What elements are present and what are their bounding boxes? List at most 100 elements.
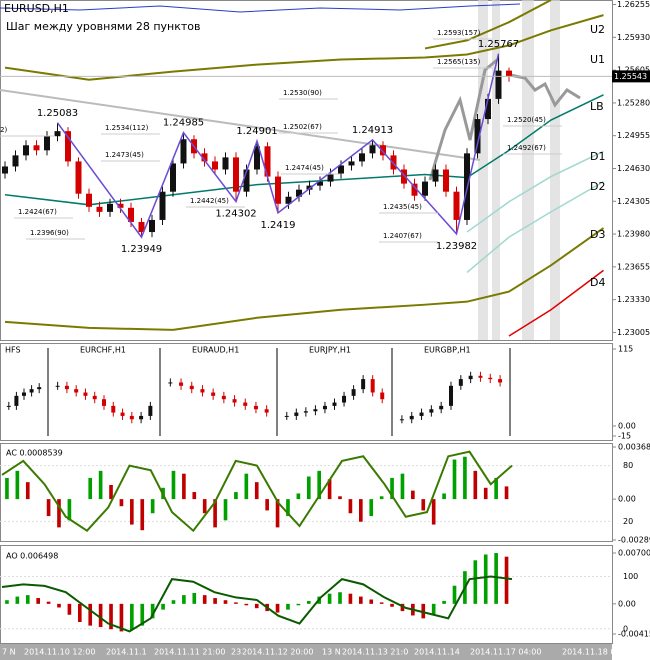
histogram-bar bbox=[5, 477, 9, 500]
histogram-bar bbox=[473, 560, 478, 604]
mini-candle bbox=[284, 415, 289, 417]
candle-body bbox=[33, 145, 40, 151]
candle-body bbox=[369, 145, 376, 154]
candle-body bbox=[149, 219, 155, 233]
histogram-bar bbox=[275, 499, 280, 528]
y-tick-label: 1.23330 bbox=[617, 295, 650, 304]
candle-body bbox=[506, 70, 512, 77]
band-line bbox=[466, 150, 604, 233]
histogram-bar bbox=[327, 479, 332, 500]
y-tick-label: -0.004155 bbox=[618, 630, 650, 639]
level-label: 2) bbox=[0, 126, 7, 134]
histogram-bar bbox=[431, 603, 436, 615]
y-tick-label: -0.002892 bbox=[618, 536, 650, 545]
panel-name: EURCHF,H1 bbox=[80, 346, 126, 355]
candle-body bbox=[411, 183, 418, 196]
candle-body bbox=[348, 161, 355, 166]
histogram-bar bbox=[369, 499, 374, 517]
mini-candle bbox=[83, 392, 88, 396]
band-line bbox=[466, 180, 604, 273]
histogram-bar bbox=[348, 593, 353, 604]
histogram-bar bbox=[192, 592, 197, 604]
mini-candle bbox=[449, 385, 453, 406]
ac-title: AC 0.0008539 bbox=[6, 449, 63, 458]
candle-body bbox=[44, 136, 50, 151]
level-label: 1.2593(157) bbox=[437, 29, 481, 37]
mini-candle bbox=[64, 385, 69, 390]
date-bar bbox=[0, 644, 612, 660]
mini-candle bbox=[189, 385, 194, 390]
candle-body bbox=[107, 203, 113, 212]
band-label: D1 bbox=[590, 150, 605, 163]
histogram-bar bbox=[379, 496, 384, 500]
mini-candle bbox=[139, 415, 144, 420]
y-tick-label: 115 bbox=[618, 345, 633, 354]
histogram-bar bbox=[338, 496, 342, 500]
y-tick-label: 1.24305 bbox=[617, 197, 650, 206]
chart-subtitle: Шаг между уровнями 28 пунктов bbox=[6, 20, 200, 33]
histogram-bar bbox=[286, 499, 290, 517]
candle-body bbox=[170, 163, 176, 192]
histogram-bar bbox=[473, 470, 478, 500]
histogram-bar bbox=[369, 599, 374, 604]
histogram-bar bbox=[77, 603, 82, 622]
mini-candle bbox=[370, 379, 375, 393]
mini-candle bbox=[322, 405, 327, 410]
histogram-bar bbox=[130, 603, 134, 630]
histogram-bar bbox=[494, 553, 498, 604]
pivot-label: 1.25767 bbox=[478, 39, 519, 50]
candle-body bbox=[222, 157, 229, 170]
y-tick-label: 1.23980 bbox=[617, 230, 650, 239]
candle-body bbox=[380, 145, 386, 156]
mini-candle bbox=[14, 395, 19, 406]
histogram-bar bbox=[192, 492, 197, 500]
mini-candle bbox=[488, 377, 493, 380]
x-tick-label: 2014.11.18 00:00 bbox=[562, 648, 633, 657]
mini-candle bbox=[264, 409, 269, 413]
pivot-label: 1.24302 bbox=[215, 209, 256, 220]
histogram-bar bbox=[411, 490, 415, 500]
candle-body bbox=[264, 146, 271, 177]
x-tick-label: 2014.11.1 bbox=[106, 648, 147, 657]
histogram-bar bbox=[379, 602, 384, 604]
panel-name: EURJPY,H1 bbox=[309, 346, 351, 355]
histogram-bar bbox=[390, 603, 394, 607]
band-label: U1 bbox=[590, 53, 605, 66]
candle-body bbox=[128, 207, 134, 222]
band-label: D4 bbox=[590, 276, 605, 289]
candle-body bbox=[285, 196, 292, 204]
y-tick-label: 1.24955 bbox=[617, 131, 650, 140]
mini-candle bbox=[351, 389, 356, 396]
y2-tick-label: 20 bbox=[623, 517, 633, 526]
candle-body bbox=[359, 153, 365, 162]
histogram-bar bbox=[442, 600, 446, 604]
level-label: 1.2407(67) bbox=[383, 232, 422, 240]
mini-candle bbox=[458, 379, 463, 386]
y-tick-label: 0.00 bbox=[618, 599, 636, 608]
level-label: 1.2473(45) bbox=[105, 151, 144, 159]
histogram-bar bbox=[421, 603, 426, 619]
y-tick-label: 1.25280 bbox=[617, 98, 650, 107]
y-tick-label: 1.23005 bbox=[617, 328, 650, 337]
mini-candle bbox=[361, 379, 366, 390]
band-label: D2 bbox=[590, 180, 605, 193]
histogram-bar bbox=[223, 600, 228, 604]
mini-candle bbox=[409, 415, 414, 420]
candle-body bbox=[2, 166, 8, 174]
x-tick-label: 2014.11.17 04:00 bbox=[470, 648, 541, 657]
mini-candle bbox=[294, 412, 299, 416]
pivot-label: 1.24985 bbox=[163, 118, 204, 129]
histogram-bar bbox=[244, 603, 249, 606]
mini-candle bbox=[179, 382, 184, 386]
histogram-bar bbox=[140, 603, 145, 626]
histogram-bar bbox=[150, 603, 155, 619]
y-tick-label: 0.003687 bbox=[618, 443, 650, 452]
candle-body bbox=[117, 203, 124, 208]
x-tick-label: 13 N bbox=[322, 648, 341, 657]
mini-candle bbox=[29, 389, 34, 393]
histogram-bar bbox=[98, 603, 103, 628]
histogram-bar bbox=[296, 493, 301, 500]
mini-candle bbox=[342, 395, 347, 403]
candle-body bbox=[96, 206, 103, 212]
y-tick-label: 0.00 bbox=[618, 421, 636, 430]
